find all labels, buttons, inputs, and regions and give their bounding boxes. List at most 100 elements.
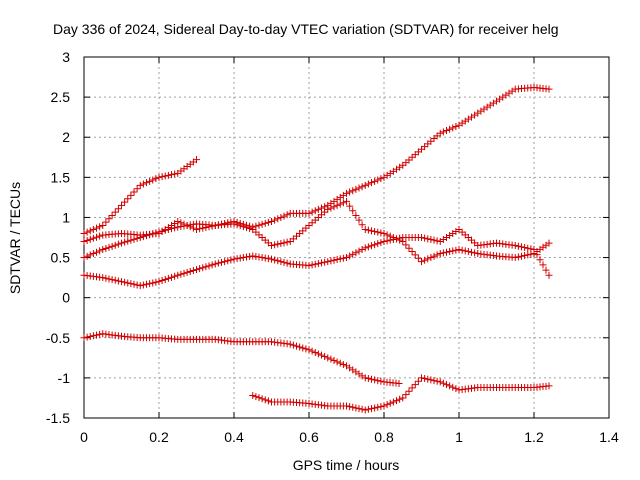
data-point	[511, 242, 519, 250]
data-point	[164, 274, 172, 282]
data-point	[96, 330, 104, 338]
data-point	[96, 223, 104, 231]
data-point	[371, 404, 379, 412]
data-point	[364, 243, 372, 251]
data-point	[264, 255, 272, 263]
data-point	[133, 281, 141, 289]
data-point	[274, 240, 282, 248]
data-point	[286, 340, 294, 348]
data-point	[311, 207, 319, 215]
data-point	[361, 244, 369, 252]
data-point	[139, 180, 147, 188]
data-point	[324, 205, 332, 213]
data-point	[399, 394, 407, 402]
data-point	[346, 202, 354, 210]
data-point	[349, 403, 357, 411]
data-point	[308, 261, 316, 269]
data-point	[308, 208, 316, 216]
data-point	[449, 383, 457, 391]
data-point	[349, 187, 357, 195]
data-point	[433, 237, 441, 245]
data-point	[436, 129, 444, 137]
data-point	[511, 254, 519, 262]
data-point	[161, 172, 169, 180]
data-point	[318, 204, 325, 212]
data-point	[380, 238, 388, 246]
data-point	[177, 270, 185, 278]
data-point	[133, 234, 141, 242]
data-point	[283, 259, 291, 267]
x-tick-label: 1.2	[524, 429, 544, 445]
data-point	[252, 252, 260, 260]
data-series	[80, 83, 553, 414]
data-point	[233, 221, 241, 229]
data-point	[283, 238, 291, 246]
data-point	[89, 225, 97, 233]
data-point	[421, 375, 429, 383]
data-point	[355, 216, 363, 224]
data-point	[402, 241, 410, 249]
data-point	[458, 246, 466, 254]
data-point	[521, 252, 529, 260]
y-tick-labels: -1.5 -1 -0.5 0 0.5 1 1.5 2 2.5 3	[46, 49, 70, 426]
data-point	[102, 244, 110, 252]
x-tick-label: 0.6	[299, 429, 319, 445]
data-point	[518, 252, 525, 260]
data-point	[83, 333, 91, 341]
data-point	[302, 345, 310, 353]
y-tick-label: 2.5	[51, 89, 71, 105]
data-point	[139, 233, 147, 241]
y-tick-label: 1	[62, 209, 70, 225]
data-point	[239, 223, 247, 231]
data-point	[374, 228, 382, 236]
y-tick-label: -1.5	[46, 410, 70, 426]
data-point	[83, 228, 91, 236]
data-point	[446, 248, 454, 256]
data-point	[221, 258, 229, 266]
data-point	[114, 205, 122, 213]
data-point	[86, 227, 94, 235]
data-point	[324, 258, 332, 266]
data-point	[383, 237, 391, 245]
data-point	[527, 245, 535, 253]
data-point	[124, 279, 132, 287]
data-point	[361, 406, 369, 414]
data-point	[333, 201, 341, 209]
data-point	[464, 248, 472, 256]
data-point	[461, 247, 469, 255]
data-point	[268, 242, 275, 250]
data-point	[252, 222, 260, 230]
data-point	[277, 258, 285, 266]
data-point	[524, 251, 532, 259]
data-point	[449, 124, 457, 132]
data-point	[130, 235, 138, 243]
data-point	[383, 231, 391, 239]
data-point	[183, 268, 191, 276]
series-E	[80, 330, 403, 388]
data-point	[149, 279, 157, 287]
data-point	[305, 262, 313, 270]
data-point	[430, 236, 438, 244]
data-point	[89, 332, 97, 340]
x-tick-label: 1	[455, 429, 463, 445]
data-point	[96, 247, 104, 255]
data-point	[346, 403, 354, 411]
data-point	[405, 387, 413, 395]
x-tick-label: 0	[80, 429, 88, 445]
data-point	[545, 382, 553, 390]
data-point	[218, 258, 225, 266]
data-point	[314, 260, 322, 268]
data-point	[352, 404, 360, 412]
data-point	[118, 201, 125, 209]
data-point	[83, 252, 91, 260]
data-point	[152, 278, 160, 286]
data-point	[427, 376, 435, 384]
data-point	[224, 257, 232, 265]
data-point	[368, 405, 375, 413]
data-point	[255, 394, 263, 402]
data-point	[155, 278, 163, 286]
data-point	[186, 267, 194, 275]
data-point	[377, 403, 385, 411]
data-point	[349, 250, 357, 258]
